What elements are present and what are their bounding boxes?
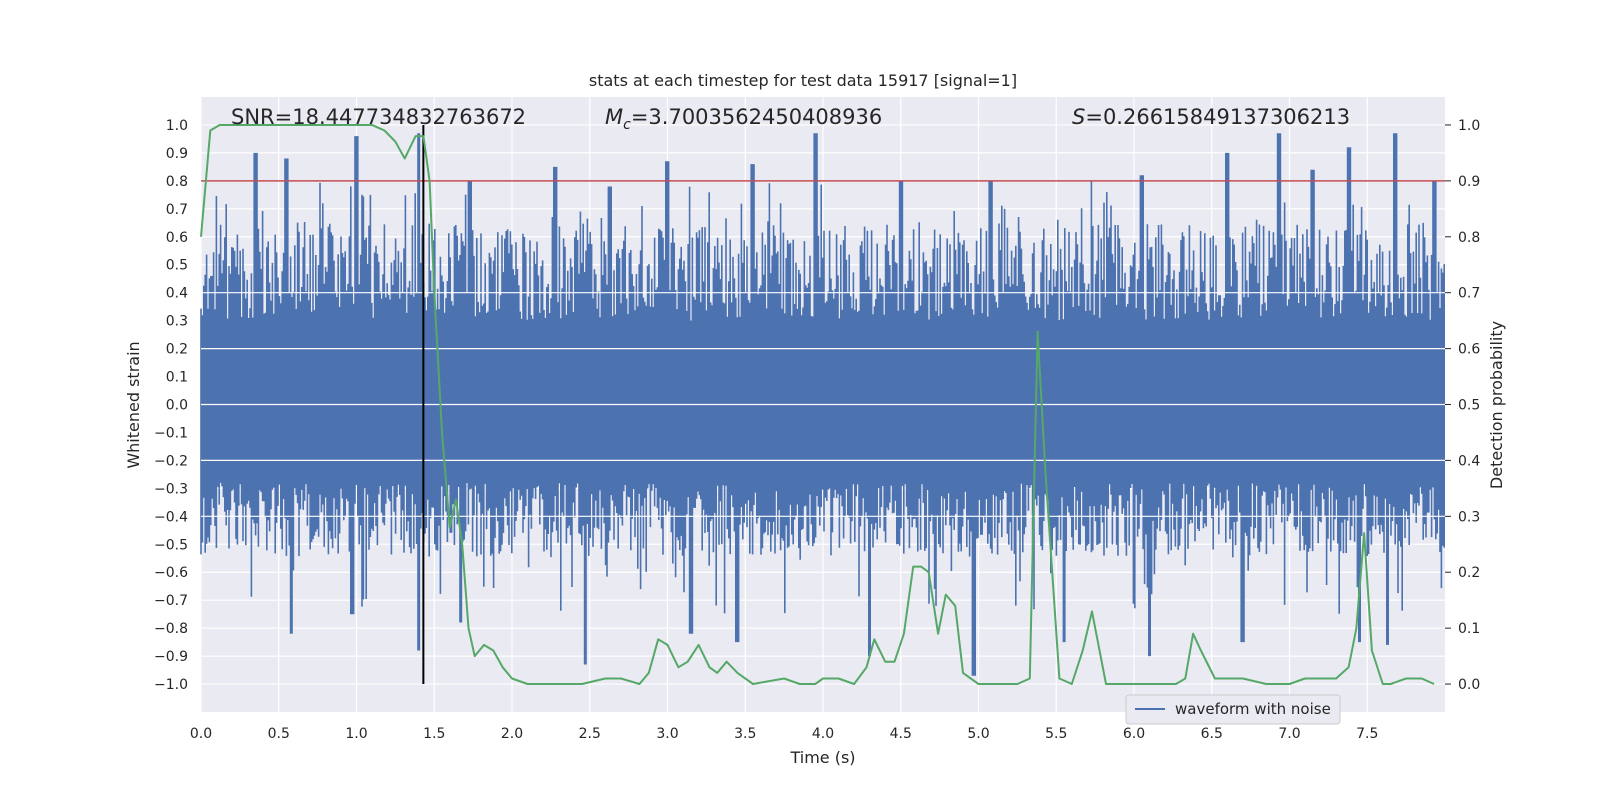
y-left-tick-label-6: 0.4 [166, 286, 188, 302]
chirp-mass-symbol: M [605, 105, 623, 129]
y-left-tick-label-13: −0.3 [154, 481, 188, 497]
y-left-tick-label-10: 0.0 [166, 398, 188, 414]
y-right-tick-label-7: 0.3 [1458, 509, 1480, 525]
y-left-axis-label: Whitened strain [124, 341, 143, 468]
y-left-tick-label-15: −0.5 [154, 537, 188, 553]
y-left-tick-label-17: −0.7 [154, 593, 188, 609]
y-left-tick-label-11: −0.1 [154, 425, 188, 441]
chirp-mass-annotation: Mc=3.7003562450408936 [605, 105, 882, 133]
y-left-axis-ticks: 1.0 0.9 0.8 0.7 0.6 0.5 0.4 0.3 0.2 0.1 0.0 −0.1 −0.… [154, 118, 188, 693]
y-left-tick-label-0: 1.0 [166, 118, 188, 134]
y-left-tick-label-16: −0.6 [154, 565, 188, 581]
probability-line [200, 124, 1435, 685]
x-tick-label-12: 6.0 [1123, 726, 1145, 742]
y-right-tick-label-9: 0.1 [1458, 621, 1480, 637]
y-right-tick-label-0: 1.0 [1458, 118, 1480, 134]
x-tick-label-5: 2.5 [579, 726, 601, 742]
y-left-tick-label-3: 0.7 [166, 202, 188, 218]
x-tick-label-0: 0.0 [190, 726, 212, 742]
chirp-mass-value: =3.7003562450408936 [631, 105, 882, 129]
x-axis-label: Time (s) [789, 748, 855, 767]
s-annotation: S=0.26615849137306213 [1072, 105, 1350, 129]
s-value: =0.26615849137306213 [1085, 105, 1350, 129]
chart-title: stats at each timestep for test data 159… [589, 71, 1017, 90]
y-right-tick-label-8: 0.2 [1458, 565, 1480, 581]
reference-lines [201, 124, 1445, 685]
chirp-mass-subscript: c [623, 117, 631, 133]
x-tick-label-1: 0.5 [268, 726, 290, 742]
waveform-series [200, 133, 1445, 676]
x-tick-label-14: 7.0 [1278, 726, 1300, 742]
y-left-tick-label-18: −0.8 [154, 621, 188, 637]
x-tick-label-7: 3.5 [734, 726, 756, 742]
y-left-tick-label-19: −0.9 [154, 649, 188, 665]
y-left-tick-label-2: 0.8 [166, 174, 188, 190]
x-tick-label-15: 7.5 [1356, 726, 1378, 742]
y-left-tick-label-4: 0.6 [166, 230, 188, 246]
legend-label: waveform with noise [1175, 700, 1331, 718]
legend: waveform with noise [1125, 694, 1341, 725]
y-right-axis-label: Detection probability [1487, 321, 1506, 489]
y-right-tick-label-1: 0.9 [1458, 174, 1480, 190]
x-tick-label-8: 4.0 [812, 726, 834, 742]
y-right-tick-label-2: 0.8 [1458, 230, 1480, 246]
x-axis-ticks: 0.0 0.5 1.0 1.5 2.0 2.5 3.0 3.5 4.0 4.5 5.0 5.5 6.0 6… [190, 726, 1379, 742]
y-right-axis-ticks: 1.0 0.9 0.8 0.7 0.6 0.5 0.4 0.3 0.2 0.1 0.0 [1445, 118, 1480, 693]
x-tick-label-2: 1.0 [345, 726, 367, 742]
legend-box [1125, 694, 1341, 725]
x-tick-label-6: 3.0 [656, 726, 678, 742]
x-tick-label-13: 6.5 [1201, 726, 1223, 742]
y-left-tick-label-14: −0.4 [154, 509, 188, 525]
y-left-tick-label-1: 0.9 [166, 146, 188, 162]
y-left-tick-label-8: 0.2 [166, 342, 188, 358]
s-symbol: S [1072, 105, 1085, 129]
y-right-tick-label-4: 0.6 [1458, 342, 1480, 358]
x-tick-label-3: 1.5 [423, 726, 445, 742]
x-tick-label-4: 2.0 [501, 726, 523, 742]
x-tick-label-11: 5.5 [1045, 726, 1067, 742]
y-left-tick-label-5: 0.5 [166, 258, 188, 274]
y-left-tick-label-7: 0.3 [166, 314, 188, 330]
y-left-tick-label-12: −0.2 [154, 453, 188, 469]
y-right-tick-label-5: 0.5 [1458, 398, 1480, 414]
x-tick-label-9: 4.5 [890, 726, 912, 742]
y-left-tick-label-9: 0.1 [166, 370, 188, 386]
y-right-tick-label-6: 0.4 [1458, 453, 1480, 469]
snr-annotation: SNR=18.447734832763672 [231, 105, 526, 129]
y-left-tick-label-20: −1.0 [154, 677, 188, 693]
x-tick-label-10: 5.0 [967, 726, 989, 742]
probability-series [200, 124, 1435, 685]
y-right-tick-label-3: 0.7 [1458, 286, 1480, 302]
y-right-tick-label-10: 0.0 [1458, 677, 1480, 693]
